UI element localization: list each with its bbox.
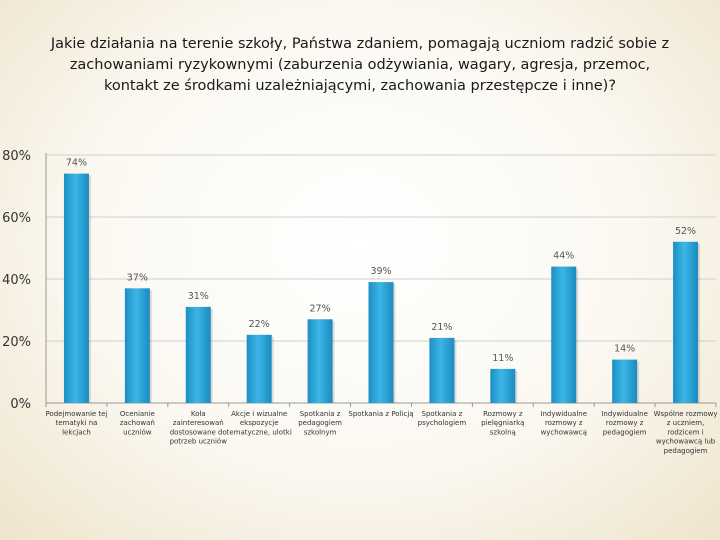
bars (63, 173, 701, 403)
data-label: 27% (310, 303, 331, 314)
x-tick-label: Wspólne rozmowy z uczniem, rodzicem i wycho… (654, 410, 718, 455)
data-label: 52% (675, 226, 696, 237)
x-tick-label: Ocenianie zachowań uczniów (120, 410, 155, 436)
y-tick-label: 80% (2, 149, 31, 164)
data-label: 11% (492, 353, 513, 364)
bar-shadow (576, 268, 579, 403)
bar-shadow (698, 243, 701, 403)
chart-title-line-2: zachowaniami ryzykownymi (zaburzenia odż… (69, 57, 651, 73)
x-tick-label: Podejmowanie tej tematyki na lekcjach (45, 410, 107, 436)
data-labels: 74% 37% 31% 22% 27% 39% 21% 11% 44% 14% 52% (66, 158, 696, 364)
x-tick-label: Koła zainteresowań dostosowane do potrzeb u… (170, 410, 228, 446)
chart-title-line-3: kontakt ze środkami uzależniającymi, zac… (103, 78, 617, 94)
bar-shadow (637, 361, 640, 403)
bar-shadow (88, 175, 91, 403)
y-tick-labels: 0% 20% 40% 60% 80% (2, 149, 31, 412)
bar (307, 319, 333, 403)
bar (673, 241, 699, 403)
x-tick-labels: Podejmowanie tej tematyki na lekcjach Oceni… (45, 410, 717, 455)
x-tick-label: Spotkania z Policją (348, 410, 413, 418)
bar-shadow (393, 284, 396, 403)
bar (368, 282, 394, 403)
bar-shadow (454, 339, 457, 403)
x-tick-label: Indywidualne rozmowy z wychowawcą (540, 410, 587, 436)
bar (429, 337, 455, 403)
y-tick-label: 0% (10, 397, 31, 412)
y-tick-label: 40% (2, 273, 31, 288)
bar-shadow (515, 370, 518, 403)
chart-title-line-1: Jakie działania na terenie szkoły, Państ… (50, 36, 670, 52)
y-tick-label: 60% (2, 211, 31, 226)
bar (124, 288, 150, 403)
bar (612, 359, 638, 403)
bar-shadow (149, 290, 152, 403)
bar-shadow (271, 336, 274, 403)
bar (246, 334, 272, 403)
bar (63, 173, 89, 403)
data-label: 39% (370, 266, 391, 277)
data-label: 37% (127, 272, 148, 283)
y-tick-label: 20% (2, 335, 31, 350)
x-tick-label: Indywidualne rozmowy z pedagogiem (601, 410, 648, 436)
data-label: 74% (66, 158, 87, 169)
bar (490, 368, 516, 403)
data-label: 44% (553, 251, 574, 262)
x-tick-label: Akcje i wizualne ekspozycje tematyczne, ul… (227, 410, 292, 436)
data-label: 14% (614, 344, 635, 355)
bar (551, 266, 577, 403)
data-label: 21% (431, 322, 452, 333)
chart-title: Jakie działania na terenie szkoły, Państ… (20, 34, 700, 97)
data-label: 22% (249, 319, 270, 330)
x-tick-label: Rozmowy z pielęgniarką szkolną (481, 410, 524, 436)
x-tick-label: Spotkania z psychologiem (418, 410, 467, 427)
bar-shadow (210, 308, 213, 403)
x-tick-label: Spotkania z pedagogiem szkolnym (298, 410, 342, 436)
data-label: 31% (188, 291, 209, 302)
bar (185, 306, 211, 403)
bar-shadow (332, 321, 335, 403)
